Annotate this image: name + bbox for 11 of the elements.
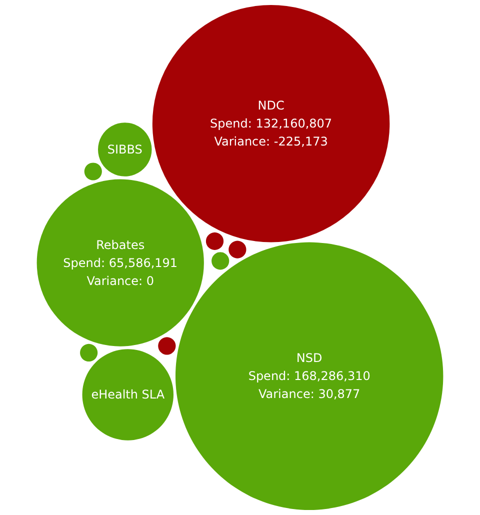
category-label: Rebates xyxy=(96,238,145,252)
data-label: Spend: 168,286,310 xyxy=(248,369,370,384)
data-label: Spend: 65,586,191 xyxy=(63,256,178,270)
category-label: NDC xyxy=(258,98,284,113)
category-label: NSD xyxy=(296,351,322,366)
data-label: Variance: 0 xyxy=(86,274,154,288)
data-label: Variance: 30,877 xyxy=(258,387,360,402)
category-label: eHealth SLA xyxy=(91,388,166,402)
data-label: Spend: 132,160,807 xyxy=(210,116,332,131)
category-label: SIBBS xyxy=(107,142,142,157)
data-label: Variance: -225,173 xyxy=(214,134,328,149)
